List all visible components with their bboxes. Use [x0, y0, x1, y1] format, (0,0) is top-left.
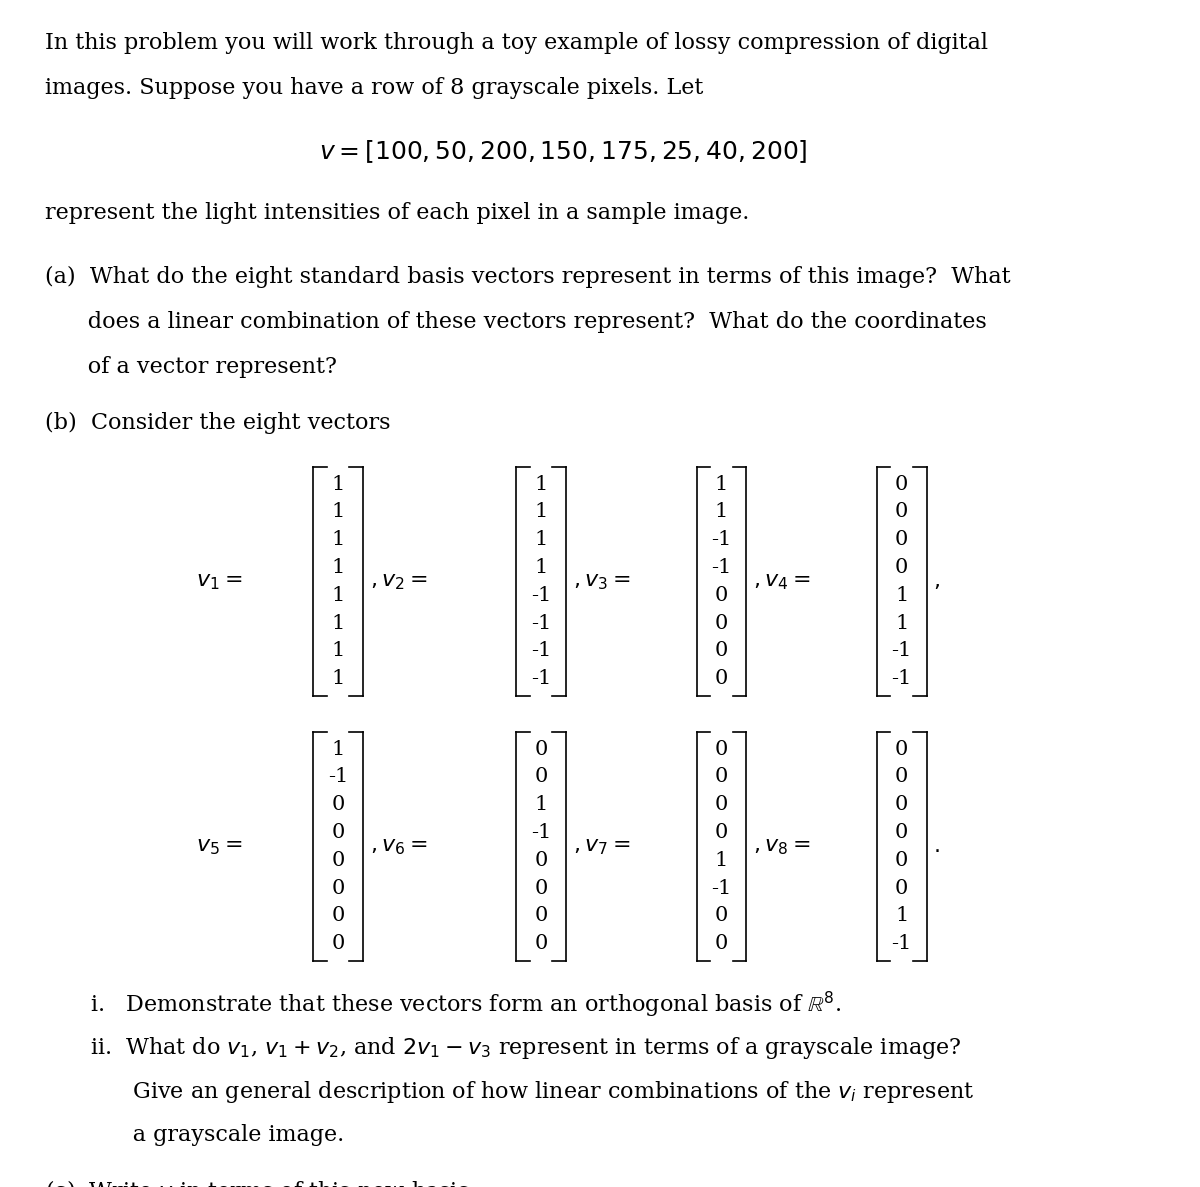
Text: (b)  Consider the eight vectors: (b) Consider the eight vectors [46, 412, 390, 433]
Text: 0: 0 [895, 558, 908, 577]
Text: 0: 0 [534, 851, 547, 870]
Text: -1: -1 [712, 878, 732, 897]
Text: -1: -1 [530, 641, 551, 660]
Text: 0: 0 [895, 823, 908, 842]
Text: does a linear combination of these vectors represent?  What do the coordinates: does a linear combination of these vecto… [46, 311, 986, 334]
Text: 0: 0 [895, 768, 908, 787]
Text: 0: 0 [331, 878, 344, 897]
Text: $, v_8 =$: $, v_8 =$ [752, 836, 811, 857]
Text: 1: 1 [331, 502, 344, 521]
Text: Give an general description of how linear combinations of the $v_i$ represent: Give an general description of how linea… [90, 1079, 974, 1105]
Text: -1: -1 [530, 823, 551, 842]
Text: of a vector represent?: of a vector represent? [46, 356, 337, 377]
Text: $, v_2 =$: $, v_2 =$ [370, 571, 427, 592]
Text: $.$: $.$ [934, 836, 940, 857]
Text: 1: 1 [331, 475, 344, 494]
Text: 1: 1 [534, 531, 547, 550]
Text: In this problem you will work through a toy example of lossy compression of digi: In this problem you will work through a … [46, 32, 988, 55]
Text: $, v_6 =$: $, v_6 =$ [370, 836, 427, 857]
Text: 1: 1 [715, 502, 728, 521]
Text: 0: 0 [715, 669, 728, 688]
Text: 1: 1 [331, 740, 344, 758]
Text: 1: 1 [331, 669, 344, 688]
Text: 0: 0 [331, 823, 344, 842]
Text: ii.  What do $v_1$, $v_1 + v_2$, and $2v_1 - v_3$ represent in terms of a graysc: ii. What do $v_1$, $v_1 + v_2$, and $2v_… [90, 1035, 962, 1060]
Text: 0: 0 [331, 934, 344, 953]
Text: represent the light intensities of each pixel in a sample image.: represent the light intensities of each … [46, 202, 750, 224]
Text: 1: 1 [715, 475, 728, 494]
Text: 0: 0 [715, 614, 728, 633]
Text: 1: 1 [534, 795, 547, 814]
Text: 1: 1 [331, 586, 344, 605]
Text: 0: 0 [895, 851, 908, 870]
Text: 0: 0 [331, 851, 344, 870]
Text: 0: 0 [331, 795, 344, 814]
Text: 0: 0 [715, 934, 728, 953]
Text: -1: -1 [530, 669, 551, 688]
Text: 1: 1 [331, 558, 344, 577]
Text: 0: 0 [895, 795, 908, 814]
Text: $, v_3 =$: $, v_3 =$ [572, 571, 630, 592]
Text: 0: 0 [331, 907, 344, 926]
Text: -1: -1 [530, 614, 551, 633]
Text: $v = [100, 50, 200, 150, 175, 25, 40, 200]$: $v = [100, 50, 200, 150, 175, 25, 40, 20… [319, 138, 808, 165]
Text: images. Suppose you have a row of 8 grayscale pixels. Let: images. Suppose you have a row of 8 gray… [46, 77, 703, 99]
Text: 0: 0 [715, 823, 728, 842]
Text: $v_1 =$: $v_1 =$ [196, 571, 242, 592]
Text: $v_5 =$: $v_5 =$ [196, 836, 242, 857]
Text: 0: 0 [534, 740, 547, 758]
Text: 0: 0 [534, 907, 547, 926]
Text: 0: 0 [715, 641, 728, 660]
Text: -1: -1 [892, 641, 912, 660]
Text: 1: 1 [895, 614, 908, 633]
Text: 0: 0 [895, 878, 908, 897]
Text: -1: -1 [712, 531, 732, 550]
Text: -1: -1 [892, 669, 912, 688]
Text: 0: 0 [895, 531, 908, 550]
Text: 0: 0 [715, 586, 728, 605]
Text: $, v_4 =$: $, v_4 =$ [752, 571, 811, 592]
Text: 1: 1 [331, 641, 344, 660]
Text: -1: -1 [892, 934, 912, 953]
Text: 0: 0 [715, 740, 728, 758]
Text: (a)  What do the eight standard basis vectors represent in terms of this image? : (a) What do the eight standard basis vec… [46, 266, 1010, 288]
Text: -1: -1 [530, 586, 551, 605]
Text: 0: 0 [534, 878, 547, 897]
Text: 0: 0 [895, 740, 908, 758]
Text: 0: 0 [895, 475, 908, 494]
Text: -1: -1 [328, 768, 348, 787]
Text: 0: 0 [534, 934, 547, 953]
Text: a grayscale image.: a grayscale image. [90, 1124, 344, 1147]
Text: i.   Demonstrate that these vectors form an orthogonal basis of $\mathbb{R}^8$.: i. Demonstrate that these vectors form a… [90, 990, 841, 1020]
Text: 0: 0 [895, 502, 908, 521]
Text: 0: 0 [715, 795, 728, 814]
Text: 1: 1 [534, 475, 547, 494]
Text: (c)  Write $v$ in terms of this new basis.: (c) Write $v$ in terms of this new basis… [46, 1178, 475, 1187]
Text: 1: 1 [534, 558, 547, 577]
Text: 1: 1 [895, 586, 908, 605]
Text: 1: 1 [715, 851, 728, 870]
Text: 1: 1 [331, 531, 344, 550]
Text: 0: 0 [534, 768, 547, 787]
Text: 0: 0 [715, 768, 728, 787]
Text: 1: 1 [534, 502, 547, 521]
Text: $, v_7 =$: $, v_7 =$ [572, 836, 630, 857]
Text: 0: 0 [715, 907, 728, 926]
Text: 1: 1 [331, 614, 344, 633]
Text: $,$: $,$ [934, 571, 940, 592]
Text: -1: -1 [712, 558, 732, 577]
Text: 1: 1 [895, 907, 908, 926]
